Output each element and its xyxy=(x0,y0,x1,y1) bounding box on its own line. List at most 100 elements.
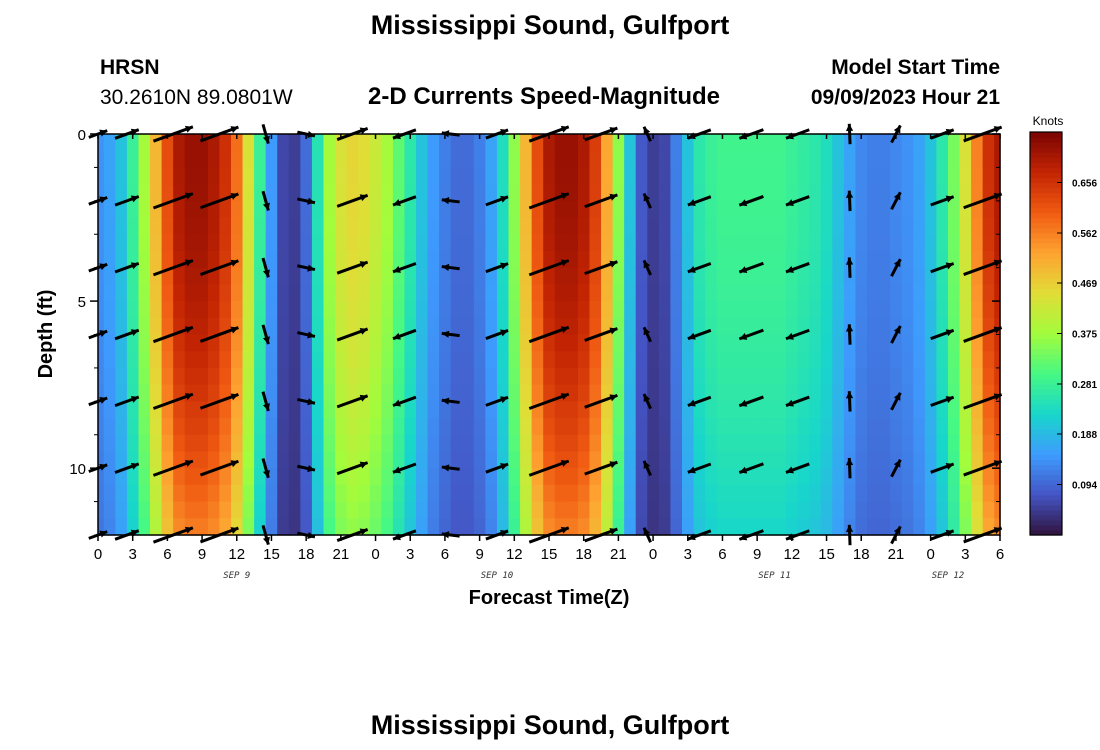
heatmap-cell xyxy=(98,468,105,486)
chart-title: 2-D Currents Speed-Magnitude xyxy=(368,83,721,110)
heatmap-cell xyxy=(184,200,197,219)
heatmap-cell xyxy=(462,234,475,252)
heatmap-cell xyxy=(196,301,209,319)
heatmap-cell xyxy=(543,351,556,369)
heatmap-cell xyxy=(207,301,221,319)
current-vector xyxy=(890,258,902,277)
heatmap-cell xyxy=(254,434,267,453)
heatmap-cell xyxy=(462,384,475,402)
heatmap-cell xyxy=(265,217,278,235)
heatmap-cell xyxy=(901,301,914,319)
heatmap-cell xyxy=(994,351,1001,369)
heatmap-cell xyxy=(820,434,833,453)
current-vector xyxy=(930,262,955,274)
heatmap-cell xyxy=(161,418,174,436)
heatmap-cell xyxy=(913,184,926,202)
heatmap-cell xyxy=(369,234,382,252)
heatmap-cell xyxy=(126,334,140,352)
colorbar-segment xyxy=(1030,474,1062,481)
heatmap-cell xyxy=(531,217,544,235)
heatmap-cell xyxy=(392,518,406,536)
heatmap-cell xyxy=(98,250,105,269)
heatmap-cell xyxy=(369,217,382,235)
heatmap-cell xyxy=(681,317,695,336)
heatmap-cell xyxy=(450,484,463,503)
heatmap-cell xyxy=(346,217,359,235)
heatmap-cell xyxy=(219,367,232,386)
heatmap-cell xyxy=(277,217,290,235)
heatmap-cell xyxy=(635,267,648,285)
heatmap-cell xyxy=(612,167,625,185)
heatmap-cell xyxy=(867,200,880,219)
heatmap-cell xyxy=(554,484,567,503)
heatmap-cell xyxy=(681,284,695,302)
heatmap-cell xyxy=(936,501,949,519)
heatmap-cell xyxy=(901,384,914,402)
colorbar-segment xyxy=(1030,177,1062,183)
heatmap-cell xyxy=(277,284,290,302)
heatmap-cell xyxy=(427,184,440,202)
heatmap-cell xyxy=(901,334,914,352)
heatmap-cell xyxy=(566,234,579,252)
heatmap-cell xyxy=(184,284,197,302)
heatmap-cell xyxy=(543,184,556,202)
heatmap-cell xyxy=(994,384,1001,402)
heatmap-cell xyxy=(473,367,486,386)
heatmap-cell xyxy=(242,351,255,369)
heatmap-cell xyxy=(138,384,151,402)
heatmap-cell xyxy=(982,150,995,169)
heatmap-cell xyxy=(959,468,972,486)
current-vector xyxy=(642,326,652,343)
heatmap-cell xyxy=(762,367,776,386)
heatmap-cell xyxy=(277,184,290,202)
heatmap-cell xyxy=(843,150,857,169)
heatmap-cell xyxy=(670,401,683,419)
heatmap-cell xyxy=(196,217,209,235)
heatmap-cell xyxy=(462,217,475,235)
heatmap-cell xyxy=(103,301,116,319)
colorbar-segment xyxy=(1030,489,1062,496)
heatmap-cell xyxy=(670,367,683,386)
heatmap-cell xyxy=(381,468,394,486)
heatmap-cell xyxy=(496,200,510,219)
heatmap-cell xyxy=(196,434,209,453)
x-tick-label: 9 xyxy=(753,546,761,563)
heatmap-cell xyxy=(681,234,695,252)
heatmap-cell xyxy=(693,267,706,285)
heatmap-cell xyxy=(462,501,475,519)
heatmap-cell xyxy=(416,401,429,419)
heatmap-cell xyxy=(392,501,406,519)
heatmap-cell xyxy=(138,434,151,453)
heatmap-cell xyxy=(335,484,348,503)
x-tick-label: 6 xyxy=(996,546,1004,563)
heatmap-cell xyxy=(392,418,406,436)
heatmap-cell xyxy=(196,284,209,302)
heatmap-cell xyxy=(728,334,741,352)
heatmap-cell xyxy=(473,167,486,185)
heatmap-cell xyxy=(381,518,394,536)
heatmap-cell xyxy=(820,267,833,285)
heatmap-cell xyxy=(809,434,822,453)
heatmap-cell xyxy=(843,351,857,369)
heatmap-cell xyxy=(809,200,822,219)
heatmap-cell xyxy=(658,468,672,486)
current-vector xyxy=(261,257,270,278)
heatmap-cell xyxy=(624,284,637,302)
heatmap-cell xyxy=(647,150,660,169)
heatmap-cell xyxy=(150,434,163,453)
heatmap-cell xyxy=(450,150,463,169)
heatmap-cell xyxy=(739,367,752,386)
heatmap-cell xyxy=(971,367,984,386)
heatmap-cell xyxy=(832,217,845,235)
current-vector xyxy=(584,193,618,209)
heatmap-cell xyxy=(439,234,452,252)
heatmap-cell xyxy=(439,518,452,536)
heatmap-cell xyxy=(427,418,440,436)
heatmap-cell xyxy=(901,468,914,486)
heatmap-cell xyxy=(288,434,301,453)
heatmap-cell xyxy=(647,367,660,386)
colorbar-segment xyxy=(1030,459,1062,466)
heatmap-cell xyxy=(936,484,949,503)
heatmap-cell xyxy=(462,200,475,219)
heatmap-cell xyxy=(693,401,706,419)
